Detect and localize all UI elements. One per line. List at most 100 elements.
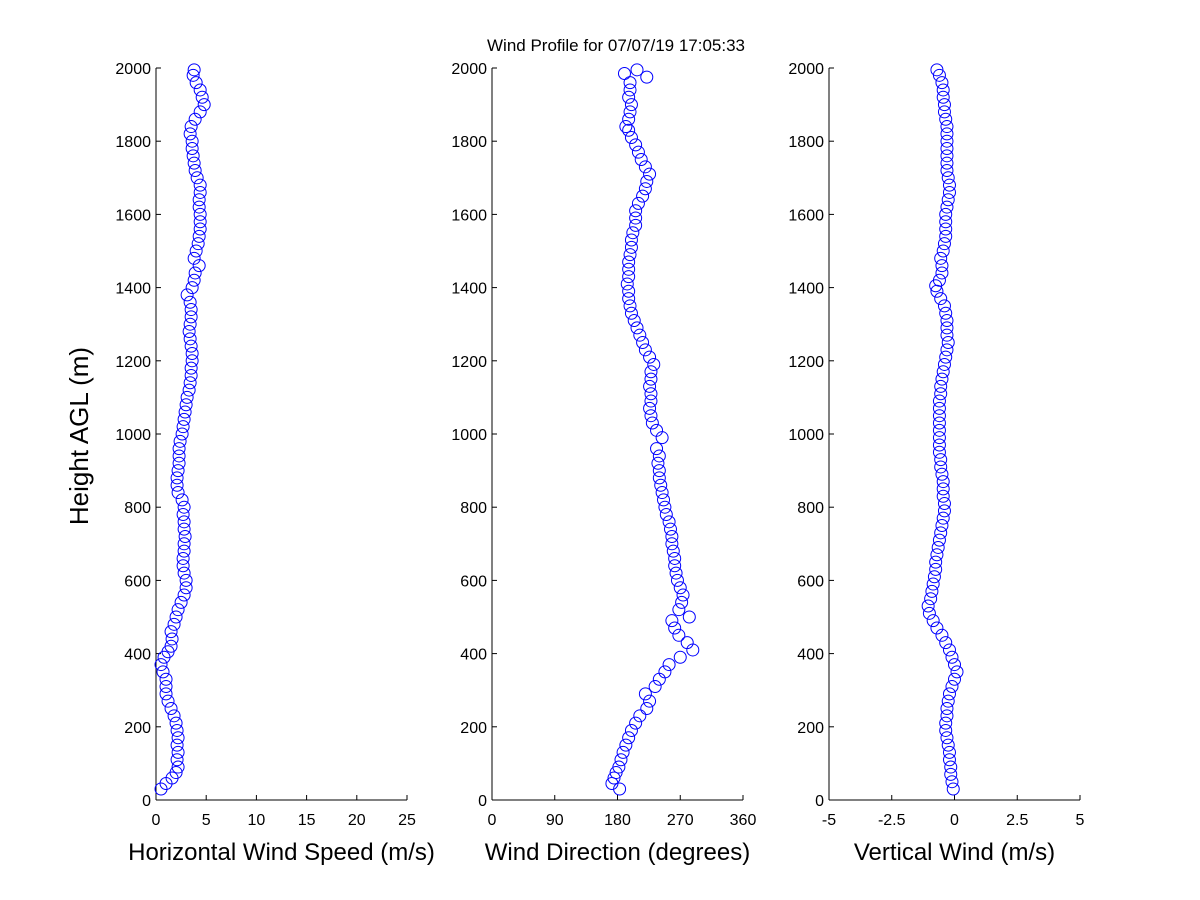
direction-data-point — [622, 292, 636, 306]
speed-data-point — [177, 566, 191, 580]
direction-data-point — [652, 449, 666, 463]
speed-data-point — [179, 398, 193, 412]
vertical-data-point — [937, 357, 951, 371]
speed-data-point — [177, 500, 191, 514]
direction-data-point — [673, 650, 687, 664]
speed-x-tick-label: 10 — [248, 812, 266, 829]
vertical-data-point — [932, 68, 946, 82]
direction-y-tick-label: 1400 — [451, 281, 487, 298]
speed-data-point — [169, 716, 183, 730]
direction-data-point — [680, 636, 694, 650]
vertical-data-point — [929, 555, 943, 569]
direction-data-point — [648, 680, 662, 694]
speed-data-point — [173, 434, 187, 448]
direction-data-point — [668, 551, 682, 565]
direction-data-point — [654, 478, 668, 492]
direction-data-point — [640, 70, 654, 84]
direction-data-point — [633, 709, 647, 723]
vertical-data-point — [939, 229, 953, 243]
speed-y-tick-label: 200 — [124, 720, 151, 737]
vertical-data-point — [942, 745, 956, 759]
direction-data-point — [638, 343, 652, 357]
speed-data-point — [195, 90, 209, 104]
speed-y-tick-label: 0 — [142, 793, 151, 810]
vertical-data-point — [937, 299, 951, 313]
direction-y-tick-label: 2000 — [451, 61, 487, 78]
vertical-data-point — [940, 200, 954, 214]
direction-data-point — [623, 299, 637, 313]
direction-data-point — [622, 262, 636, 276]
vertical-data-point — [935, 372, 949, 386]
vertical-data-point — [934, 460, 948, 474]
vertical-data-point — [934, 526, 948, 540]
vertical-data-point — [940, 328, 954, 342]
y-axis-label: Height AGL (m) — [64, 347, 94, 525]
speed-data-point — [161, 694, 175, 708]
vertical-data-point — [935, 76, 949, 90]
vertical-data-point — [937, 237, 951, 251]
vertical-data-point — [944, 760, 958, 774]
vertical-wind-panel: 0 200 400 600 800 1000 1200 1400 1600 1800 2000 -5 -… — [788, 61, 1084, 866]
direction-x-tick-label: 0 — [488, 812, 497, 829]
vertical-y-tick-label: 1000 — [788, 427, 824, 444]
speed-data-point — [170, 738, 184, 752]
speed-data-point — [185, 142, 199, 156]
direction-y-tick-label: 0 — [478, 793, 487, 810]
vertical-data-point — [945, 775, 959, 789]
speed-data-point — [172, 456, 186, 470]
direction-data-point — [676, 588, 690, 602]
vertical-data-point — [929, 562, 943, 576]
direction-data-point — [644, 409, 658, 423]
direction-data-point — [624, 240, 638, 254]
speed-data-point — [183, 127, 197, 141]
speed-data-point — [171, 464, 185, 478]
speed-y-tick-label: 1400 — [115, 281, 151, 298]
speed-data-point — [187, 63, 201, 77]
direction-data-point — [663, 522, 677, 536]
vertical-data-point — [927, 570, 941, 584]
direction-data-point — [666, 544, 680, 558]
vertical-data-point — [932, 423, 946, 437]
speed-data-point — [192, 229, 206, 243]
vertical-data-point — [936, 475, 950, 489]
direction-data-point — [670, 573, 684, 587]
vertical-data-point — [940, 120, 954, 134]
speed-data-point — [159, 680, 173, 694]
direction-data-point — [622, 731, 636, 745]
direction-data-point — [622, 90, 636, 104]
direction-data-point — [623, 76, 637, 90]
speed-data-point — [184, 368, 198, 382]
vertical-data-point — [936, 365, 950, 379]
vertical-data-point — [937, 497, 951, 511]
speed-x-tick-label: 5 — [202, 812, 211, 829]
vertical-y-tick-label: 200 — [797, 720, 824, 737]
speed-data-point — [189, 244, 203, 258]
vertical-data-point — [941, 738, 955, 752]
direction-data-point — [665, 529, 679, 543]
direction-data-point — [605, 777, 619, 791]
direction-data-point — [629, 204, 643, 218]
speed-data-point — [156, 665, 170, 679]
speed-data-point — [184, 361, 198, 375]
vertical-data-point — [944, 767, 958, 781]
direction-data-point — [631, 196, 645, 210]
vertical-data-point — [932, 394, 946, 408]
speed-data-point — [197, 98, 211, 112]
vertical-data-point — [941, 694, 955, 708]
vertical-data-point — [934, 292, 948, 306]
vertical-x-tick-label: -5 — [822, 812, 836, 829]
vertical-data-point — [942, 178, 956, 192]
speed-data-point — [184, 120, 198, 134]
direction-data-point — [630, 63, 644, 77]
speed-data-point — [183, 317, 197, 331]
vertical-data-point — [948, 658, 961, 672]
direction-y-tick-label: 400 — [460, 647, 487, 664]
direction-x-axis-label: Wind Direction (degrees) — [485, 839, 750, 866]
speed-data-point — [193, 222, 207, 236]
direction-data-point — [658, 500, 672, 514]
vertical-data-point — [930, 621, 944, 635]
vertical-data-point — [931, 540, 945, 554]
speed-data-point — [193, 207, 207, 221]
speed-data-point — [185, 346, 199, 360]
vertical-y-tick-label: 400 — [797, 647, 824, 664]
